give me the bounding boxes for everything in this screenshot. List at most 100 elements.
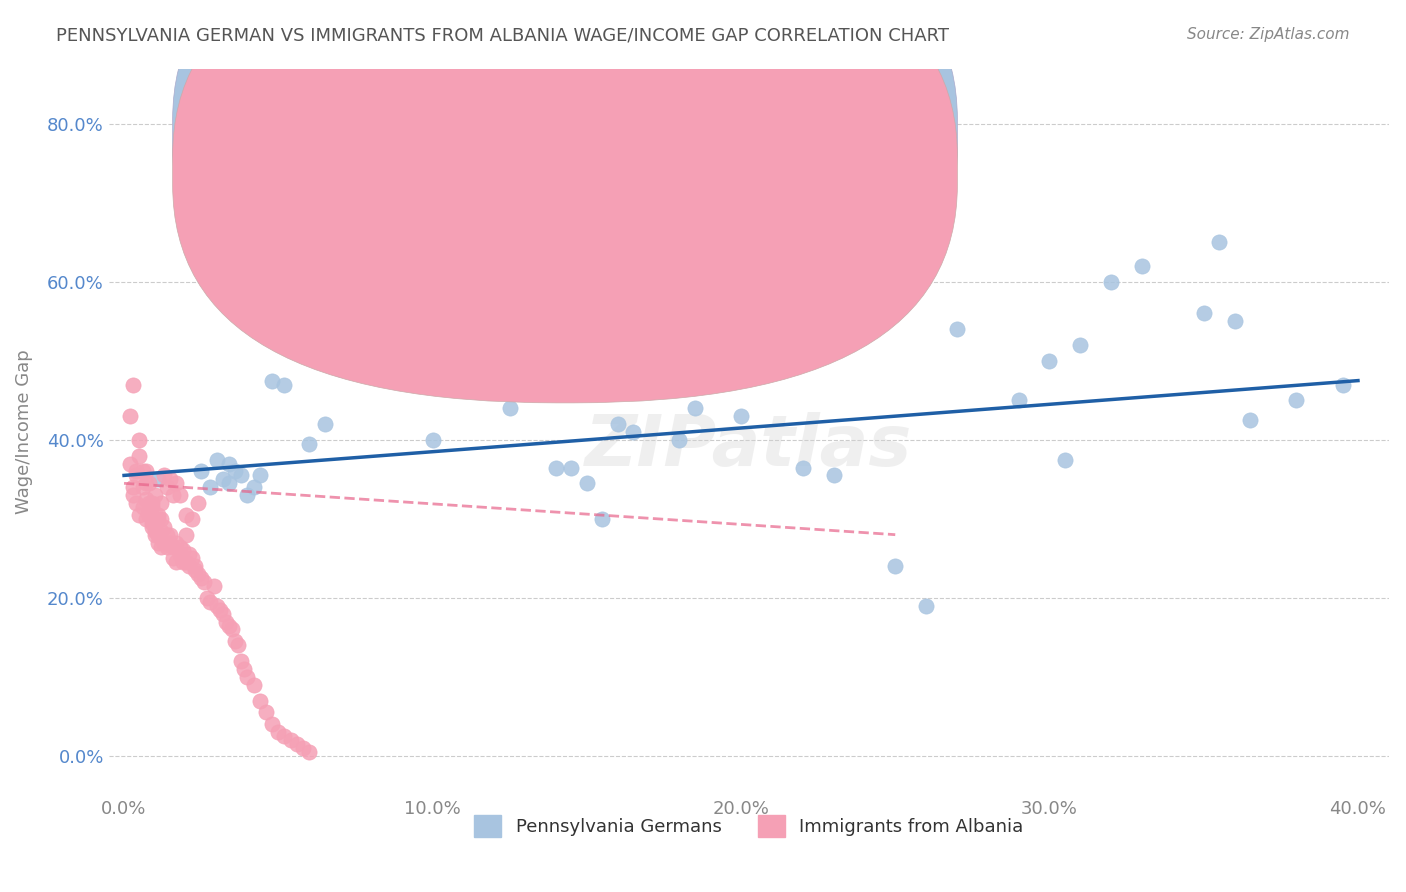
Point xyxy=(174,555,197,569)
Point xyxy=(683,401,706,416)
Point xyxy=(422,433,444,447)
Point xyxy=(1069,338,1091,352)
Point xyxy=(498,401,520,416)
Point xyxy=(211,607,233,621)
Point xyxy=(314,417,336,431)
Point xyxy=(606,417,628,431)
Point xyxy=(141,500,163,514)
Point xyxy=(215,615,238,629)
Point xyxy=(135,492,157,507)
Point xyxy=(205,452,228,467)
Point xyxy=(1192,306,1215,320)
Point xyxy=(267,117,290,131)
Point xyxy=(218,457,240,471)
Point xyxy=(591,512,613,526)
Point xyxy=(231,654,253,668)
Point xyxy=(166,535,188,549)
Point xyxy=(174,527,197,541)
Text: R = -0.097   N = 97: R = -0.097 N = 97 xyxy=(582,161,789,179)
Point xyxy=(668,433,690,447)
Point xyxy=(138,476,160,491)
Point xyxy=(195,591,218,605)
Point xyxy=(135,512,157,526)
Text: R =   0.161   N = 60: R = 0.161 N = 60 xyxy=(582,125,800,143)
Point xyxy=(406,374,429,388)
Point xyxy=(1331,377,1354,392)
Point xyxy=(190,571,212,585)
Point xyxy=(730,409,752,424)
Point xyxy=(150,496,173,510)
Point xyxy=(150,540,173,554)
Point xyxy=(621,425,644,439)
Point xyxy=(122,488,145,502)
Point xyxy=(699,354,721,368)
Text: PENNSYLVANIA GERMAN VS IMMIGRANTS FROM ALBANIA WAGE/INCOME GAP CORRELATION CHART: PENNSYLVANIA GERMAN VS IMMIGRANTS FROM A… xyxy=(56,27,949,45)
Point xyxy=(484,314,506,328)
Point xyxy=(205,599,228,613)
Point xyxy=(202,579,225,593)
Point xyxy=(153,468,176,483)
Point xyxy=(138,508,160,522)
Point xyxy=(150,512,173,526)
Point xyxy=(125,465,148,479)
Point xyxy=(143,524,166,538)
Point xyxy=(1053,452,1076,467)
Point xyxy=(143,488,166,502)
Point xyxy=(236,488,259,502)
Point xyxy=(135,465,157,479)
Point xyxy=(1239,413,1261,427)
Point xyxy=(226,638,249,652)
Point xyxy=(453,369,475,384)
Point xyxy=(125,468,148,483)
Point xyxy=(146,512,169,526)
Point xyxy=(218,476,240,491)
Point xyxy=(280,733,302,747)
Point xyxy=(128,449,150,463)
Point xyxy=(242,678,264,692)
Point xyxy=(141,496,163,510)
Point xyxy=(146,535,169,549)
Point xyxy=(267,725,290,739)
Point xyxy=(159,535,181,549)
Point xyxy=(262,717,284,731)
Point xyxy=(138,496,160,510)
Point xyxy=(291,741,314,756)
Point xyxy=(1099,275,1122,289)
Point xyxy=(122,377,145,392)
Point xyxy=(761,350,783,364)
Point xyxy=(236,670,259,684)
Point xyxy=(915,599,938,613)
Point xyxy=(218,618,240,632)
Point xyxy=(177,559,200,574)
Point xyxy=(1038,354,1060,368)
Point xyxy=(162,551,184,566)
Point xyxy=(146,508,169,522)
Point xyxy=(143,516,166,530)
FancyBboxPatch shape xyxy=(173,0,957,367)
Point xyxy=(125,496,148,510)
Point xyxy=(156,480,179,494)
Point xyxy=(153,520,176,534)
Point xyxy=(298,745,321,759)
Point xyxy=(1208,235,1230,250)
Point xyxy=(141,512,163,526)
Point xyxy=(174,508,197,522)
Point xyxy=(156,527,179,541)
Point xyxy=(166,555,188,569)
Point xyxy=(544,460,567,475)
Point xyxy=(221,259,243,273)
Point xyxy=(187,567,209,582)
Point xyxy=(146,472,169,486)
Point xyxy=(156,540,179,554)
Point xyxy=(233,662,256,676)
Point xyxy=(231,468,253,483)
Point xyxy=(468,330,491,344)
Point xyxy=(249,693,271,707)
Point xyxy=(162,488,184,502)
Point xyxy=(329,361,352,376)
Point xyxy=(141,516,163,530)
Point xyxy=(169,548,191,562)
Point xyxy=(575,476,598,491)
Point xyxy=(224,465,246,479)
Point xyxy=(273,729,295,743)
